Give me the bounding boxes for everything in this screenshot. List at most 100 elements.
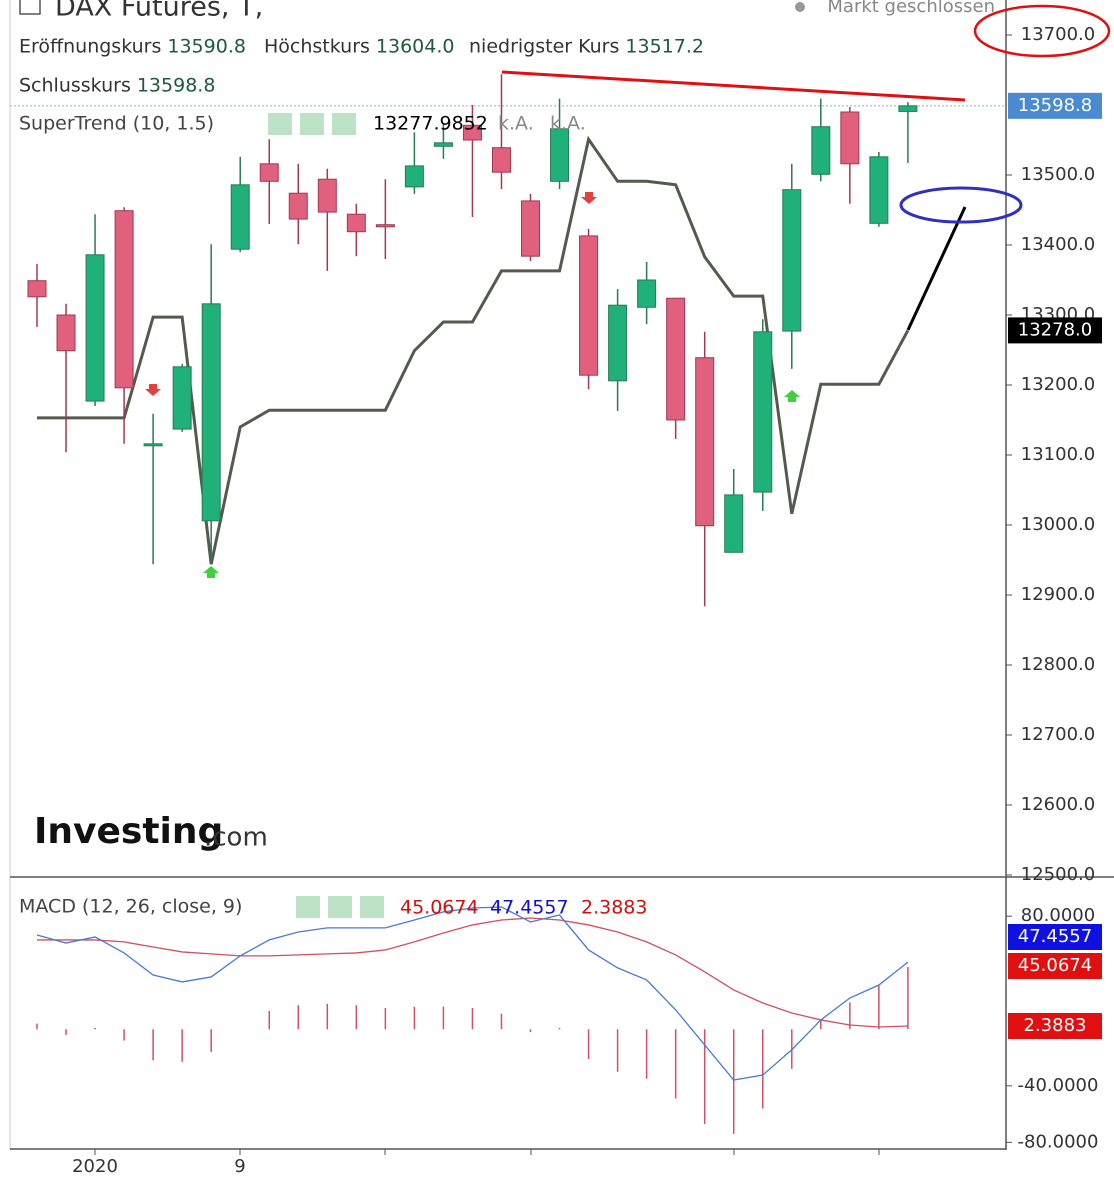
watermark: Investing <box>34 811 223 852</box>
candle-body <box>782 189 802 332</box>
watermark: .com <box>204 823 268 853</box>
candle-body <box>56 314 76 352</box>
ohlc-header: Eröffnungskurs 13590.8 Höchstkurs 13604.0 ni… <box>19 36 704 97</box>
legend-value: 13277.9852 <box>373 113 488 135</box>
candle-body <box>143 443 163 447</box>
candle-body <box>753 331 773 493</box>
candle-body <box>288 192 308 220</box>
status: Markt geschlossen <box>827 0 995 17</box>
signal-arrow <box>581 192 597 204</box>
candle-body <box>550 128 570 182</box>
signal-arrow <box>203 566 219 578</box>
icon[interactable] <box>268 113 292 135</box>
candle-body <box>230 184 250 250</box>
candle-body <box>317 178 337 213</box>
ohlc-label: Höchstkurs <box>264 36 370 58</box>
ohlc-label: Eröffnungskurs <box>19 36 161 58</box>
y-tick-label: 12600.0 <box>1021 794 1095 815</box>
candle-body <box>462 124 482 141</box>
title: DAX Futures, T, <box>55 0 263 23</box>
candle-body <box>666 297 686 421</box>
y-tick-label: 12500.0 <box>1021 864 1095 885</box>
candle-body <box>840 111 860 165</box>
icon[interactable] <box>332 113 356 135</box>
candle-body <box>811 126 831 175</box>
candle-body <box>346 213 366 233</box>
candle-body <box>637 279 657 308</box>
plot: 12500.0 12600.0 12700.0 12800.0 12900.0 13000… <box>10 24 1098 1152</box>
indicator-name: SuperTrend (10, 1.5) <box>19 113 214 135</box>
candle-body <box>172 366 192 430</box>
ohlc-label: Schlusskurs <box>19 75 131 97</box>
icon[interactable] <box>328 896 352 918</box>
y-tick-label: 13000.0 <box>1021 514 1095 535</box>
histogram-label: 2.3883 <box>1024 1015 1087 1036</box>
legend-value: 45.0674 <box>400 897 479 919</box>
annotation-line <box>906 206 967 331</box>
candle-body <box>521 200 541 257</box>
candle-body <box>404 165 424 188</box>
icon[interactable] <box>300 113 324 135</box>
ohlc-label: niedrigster Kurs <box>469 36 619 58</box>
ohlc-value: 13598.8 <box>137 75 216 97</box>
candle-body <box>724 494 744 553</box>
y-tick-label: 13500.0 <box>1021 164 1095 185</box>
y-tick-label: 12900.0 <box>1021 584 1095 605</box>
signal-arrow <box>784 390 800 402</box>
candle-body <box>85 254 105 402</box>
candle-body <box>27 280 47 298</box>
x-tick-label: 2020 <box>72 1156 118 1177</box>
icon[interactable] <box>296 896 320 918</box>
candle-body <box>579 235 599 376</box>
signal-label: 45.0674 <box>1018 955 1092 976</box>
macd-line <box>36 906 909 1081</box>
legend-value: 2.3883 <box>581 897 647 919</box>
overlay: 13598.8 13278.0 47.4557 45.0674 2.3883 <box>501 4 1111 1039</box>
y-tick-label: 12700.0 <box>1021 724 1095 745</box>
ohlc-value: 13590.8 <box>167 36 246 58</box>
y-tick-label: 13700.0 <box>1021 24 1095 45</box>
annotation-ellipse <box>973 4 1111 58</box>
y-tick-label: -40.0000 <box>1018 1075 1099 1096</box>
supertrend-label: 13278.0 <box>1018 319 1092 340</box>
annotation-ellipse <box>899 186 1023 224</box>
signal-arrow <box>145 384 161 396</box>
macd-label: 47.4557 <box>1018 926 1092 947</box>
supertrend-line <box>37 135 910 565</box>
macd-label-box <box>1008 924 1102 950</box>
legend-value: 47.4557 <box>490 897 569 919</box>
candle-body <box>608 304 628 382</box>
macd-line <box>37 917 908 1028</box>
candle-body <box>695 357 715 527</box>
signal-label-box <box>1008 953 1102 979</box>
icon[interactable] <box>360 896 384 918</box>
legend-value: k.A. <box>550 113 586 135</box>
x-tick-label: 9 <box>234 1156 245 1177</box>
candle-body <box>491 147 511 173</box>
candle-body <box>114 210 134 389</box>
price-label-box <box>1008 92 1102 119</box>
y-tick-label: 80.0000 <box>1021 905 1095 926</box>
histogram-label-box <box>1008 1013 1102 1039</box>
y-tick-label: 13100.0 <box>1021 444 1095 465</box>
ohlc-value: 13517.2 <box>625 36 704 58</box>
legend-value: k.A. <box>498 113 534 135</box>
y-tick-label: -80.0000 <box>1018 1131 1099 1152</box>
candle-body <box>201 303 221 522</box>
y-tick-label: 12800.0 <box>1021 654 1095 675</box>
candle-body <box>259 163 279 182</box>
x-ticks <box>94 1149 880 1155</box>
supertrend-label-box <box>1008 317 1102 344</box>
ohlc-value: 13604.0 <box>376 36 455 58</box>
candle-body <box>375 224 395 228</box>
collapse-icon[interactable] <box>19 0 41 15</box>
price-label: 13598.8 <box>1018 95 1092 116</box>
status-dot <box>795 2 805 12</box>
y-tick-label: 13200.0 <box>1021 374 1095 395</box>
candle-body <box>869 156 889 224</box>
candle-body <box>898 105 918 112</box>
annotation-line <box>501 70 966 102</box>
y-tick-label: 13400.0 <box>1021 234 1095 255</box>
candle-body <box>433 142 453 147</box>
